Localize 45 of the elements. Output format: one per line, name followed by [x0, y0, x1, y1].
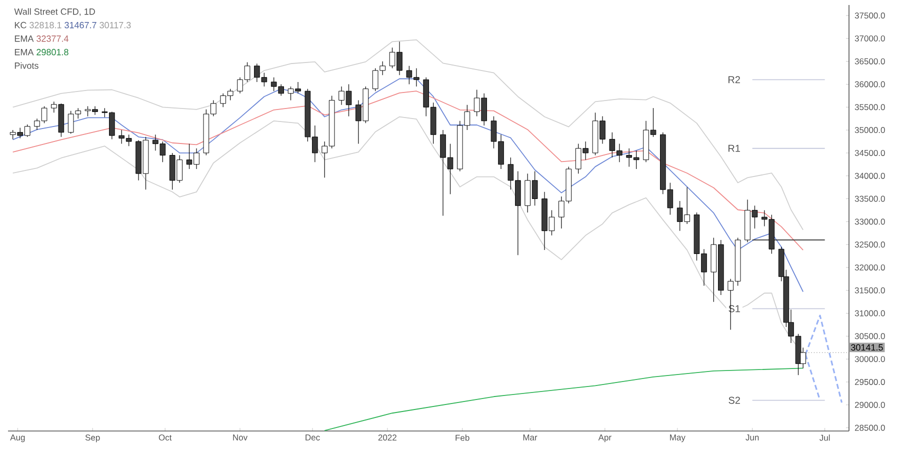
y-tick-label: 31500.0	[854, 287, 885, 294]
y-tick-label: 33000.0	[854, 218, 885, 225]
y-tick-label: 33500.0	[854, 196, 885, 202]
x-tick-label: Feb	[456, 434, 470, 441]
x-tick-label: Nov	[233, 434, 248, 440]
y-tick-label: 36500.0	[854, 58, 885, 64]
y-tick-label: 34500.0	[854, 150, 885, 156]
annotation: 30117.3	[100, 22, 131, 28]
y-tick-label: 30000.0	[854, 356, 885, 362]
y-tick-label: 37500.0	[854, 12, 885, 19]
annotation: 32377.4	[36, 35, 68, 42]
annotation: EMA	[14, 49, 34, 56]
y-tick-label: 29000.0	[854, 402, 885, 408]
y-tick-label: 28500.0	[854, 424, 885, 431]
annotation: 31467.7	[64, 22, 96, 28]
x-tick-label: Jul	[820, 434, 830, 441]
annotation: EMA	[14, 36, 34, 42]
y-tick-label: 35500.0	[854, 104, 885, 110]
series-label: R2	[728, 76, 740, 84]
y-tick-label: 37000.0	[854, 35, 885, 42]
series-label: R1	[728, 144, 740, 152]
y-tick-label: 35000.0	[854, 127, 885, 134]
annotation: 32818.1	[30, 22, 62, 28]
chart-title: Wall Street CFD, 1D	[14, 8, 95, 16]
annotation: 29801.8	[36, 48, 68, 56]
y-tick-label: 36000.0	[854, 81, 885, 88]
x-tick-label: Jun	[746, 434, 759, 440]
y-tick-label: 32000.0	[854, 264, 885, 270]
y-tick-label: 34000.0	[854, 172, 885, 179]
annotation: Pivots	[14, 62, 38, 69]
y-tick-label: 30500.0	[854, 333, 885, 340]
annotation: KC	[14, 22, 26, 28]
x-tick-label: Mar	[523, 434, 538, 440]
y-tick-label: 32500.0	[854, 242, 885, 248]
x-tick-label: Aug	[10, 434, 25, 442]
series-label: S2	[728, 396, 740, 404]
x-tick-label: Oct	[158, 434, 172, 441]
y-tick-label: 29500.0	[854, 378, 885, 385]
ref-line-label: 30141.5	[851, 344, 883, 351]
x-tick-label: 2022	[378, 434, 396, 441]
x-tick-label: May	[670, 434, 686, 442]
y-tick-label: 31000.0	[854, 310, 885, 316]
x-tick-label: Sep	[85, 434, 100, 442]
x-tick-label: Apr	[598, 434, 612, 442]
x-tick-label: Dec	[306, 434, 320, 440]
